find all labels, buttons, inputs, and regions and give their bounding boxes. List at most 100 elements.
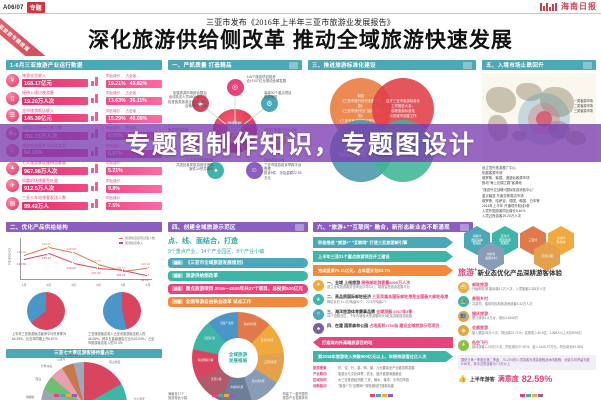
radial-node-label: 省级30个重点项目 稳步推进 [264,91,292,100]
panel-demo-zone: 积极推进 "旅游+" "互联网" 打造三亚旅游新引擎 上半年三亚21个重点旅游项目… [313,234,453,389]
bullet-list: ☀ 一、全域 上线旅游 接待邮轮游客量8000万人次 设立全域旅游服务咨询及引导中心… [313,279,453,334]
stat-col-head-growth: 同比增长 [106,178,121,183]
bullet-desc: 邮轮靠泊 11.3万吨级52个，22.5万吨级2个 [327,299,387,304]
satisfaction-label: 上半年游客 [469,376,495,383]
panel6-tag-list: 编制 《三亚市全域旅游发展规划》 推进 旅游供给侧改革 强化 重点旅游项目 2016—20… [168,257,308,307]
arrow-banner[interactable]: 完成投资70.11亿元，占年度计划53.7% [313,265,453,276]
stat-col-values: 19.21% 49.82% [106,79,162,88]
stat-row: ▲ 七大旅游景区接待游客量 967.98万人次 同比增长 5.21% [6,160,162,175]
donut-slice-label: 亚龙湾片区 [260,338,274,342]
footnote-key: 旅游要素 [313,366,327,370]
arrow-banner[interactable]: 上半年三亚21个重点旅游项目开工建设 [313,251,453,262]
tourism-item-body: 低空飞行 接待游客1.245万人次，同比增长27.90%；收入1445.27万元，… [472,340,596,350]
poster-body: 1-6月三亚旅游产业运行数据 ¥ 旅游业总收入 168.17亿元 同比增长 占全省 19.… [0,56,601,400]
tag-banner[interactable]: 开展 全面导游自由执业改革 试点工作 [168,296,308,307]
radial-node[interactable]: ☺ [245,162,263,180]
donut-slice-label: 崖州湾片区 [251,379,265,383]
tourism-item-title: 会展旅游 [472,325,488,330]
gold-icon: ◉ [458,325,469,336]
footer-arrow[interactable]: 打造海内外高端旅游目的地 [313,337,453,348]
stat-col-head-share: 占全省 [125,73,137,78]
tourism-item-title: 低空飞行 [472,339,488,345]
tag-banner[interactable]: 推进 旅游供给侧改革 [168,270,308,281]
bullet-title-text: 一、全域 上线旅游 [327,279,362,285]
bullet-item: ≈ 三、海洋旅游体育赛事品牌 全域游艇 2017年4季 45个游艇泊位，于年内新增大… [313,308,453,320]
section-tag: 专题 [26,2,45,13]
bullet-value: 三亚凤凰岛国际邮轮港是全国最大邮轮母港 [372,294,449,299]
section-7-badge-icon [460,223,469,231]
stat-growth: 7.5% [108,203,120,209]
section-header-1-label: 1-6月三亚旅游产业运行数据 [10,63,83,69]
hex-tile[interactable]: 中廖村 美丽乡村 [478,242,504,271]
footnote-row: 旅游要素 吃、住、行、游、购、娱，六大要素全产业链协同发展 [313,366,453,371]
pie-slice-label: 分界洲岛 [40,364,53,369]
tag-banner-text: 旅游供给侧改革 [185,272,218,278]
section-header-6: 四、创建全域旅游示范区 [168,222,308,232]
footer-arrow[interactable]: 到2018年旅游收入突破500亿元以上，年接待游客过亿人次 [313,351,453,362]
arrow-banner[interactable]: 积极推进 "旅游+" "互联网" 打造三亚旅游新引擎 [313,237,453,248]
landmass [516,83,542,101]
satisfaction-row: 👍 上半年游客 满意度 82.59% [458,374,596,384]
bullet-title: 二、高品质国际邮轮经济 三亚凤凰岛国际邮轮港是全国最大邮轮母港 [327,294,453,299]
stat-col-head-growth: 同比增长 [106,91,121,95]
stat-value: 19.20万人次 [22,96,88,105]
donut-note-right: 构建了一套完整的 旅游产业发展体系 [282,391,309,400]
footer-arrow-list: 打造海内外高端旅游目的地 到2018年旅游收入突破500亿元以上，年接待游客过亿人… [313,337,453,362]
barcode-icon [540,2,557,11]
tag-banner[interactable]: 强化 重点旅游项目 2016—2020年共27个项目，总投资520亿元 [168,283,308,294]
pie-slice-label: 大小洞天 [133,396,145,400]
donut-slice-label: 三亚湾片区 [263,360,277,364]
hotel-icon: ☰ [6,109,19,122]
stat-col-head-growth: 同比增长 [106,161,121,165]
stat-value: 967.98万人次 [22,166,88,175]
donut-chart: 全域旅游 发展格局 海棠湾片区 亚龙湾片区 三亚湾片区 崖州湾片区 中廖村片区 天涯小镇 海… [192,311,284,400]
footnote-value: 吃、住、行、游、购、娱，六大要素全产业链协同发展 [338,366,415,370]
stat-col-heads: 同比增长占全省 [106,109,162,114]
stat-col-heads: 同比增长 [106,179,162,184]
stat-row: ✈ 凤凰机场旅客吞吐量 912.5万人次 同比增长 9.8% [6,178,162,193]
stat-col-head-share: 占全省 [125,108,137,113]
radial-node[interactable]: ⚙ [260,95,278,113]
line-legend-item: 旅游饭店收入 [118,241,155,246]
big-pie-title: 三亚七大景区游客接待量占比 [6,348,162,358]
tourism-item-body: 邮轮旅游 升级邮轮港 接待量6.1万人次，入境旅客2.325万人次 [472,282,596,292]
landmass [486,87,516,113]
tag-banner[interactable]: 编制 《三亚市全域旅游发展规划》 [168,257,308,268]
line-x-tick: 4月 [96,283,101,287]
map-legend-label: 一类客源市场 [573,99,593,103]
footnote-key: 产业联动 [313,372,327,377]
plus-icon: + [474,267,478,274]
stat-right: 同比增长 占全省 13.63% 36.11% [106,91,162,105]
bullet-title: 四、在建 国家森林公园 占地面积2760亩 建设全域旅游示范项目 [327,323,453,328]
pie-slice-label: 其他景区 [66,353,78,358]
section-header-4: 五、入境市场止跌回升 [482,60,596,70]
stat-share: 49.82% [129,80,148,87]
line-data-point [146,273,150,277]
bullet-title-text: 四、在建 国家森林公园 [327,323,370,328]
bullet-value: 占地面积2760亩 建设全域旅游示范项目 [369,323,440,328]
radial-node[interactable]: ✦ [207,162,225,180]
tag-banner-text: 《三亚市全域旅游发展规划》 [185,259,246,265]
map-legend-label: 二类客源市场 [573,103,593,108]
section-6-badge-icon [295,223,304,231]
bullet-item: ☀ 一、全域 上线旅游 接待邮轮游客量8000万人次 设立全域旅游服务咨询及引导中心… [313,279,453,291]
section-header-7-label: 六、"旅游+""互联网" 融合，新形态新业态不断涌现 [317,225,450,231]
tourism-item-body: 美丽乡村 共游村，接待村民和旅游消费者5.32万人次 [472,296,596,306]
pie-chart-2-caption: 三亚旅游饭店收入占全省旅游饭店收入的46.08%，其中五星级酒店占比为22.93… [88,332,155,346]
line-data-label: 107.60 [91,270,101,275]
stat-col-head-growth: 同比增长 [106,108,121,113]
stat-growth: 9.8% [108,185,120,192]
line-segment [123,269,149,276]
stat-growth: 19.21% [108,80,126,87]
line-data-label: 89.15 [141,277,149,282]
stat-value: 168.17亿元 [22,79,88,88]
tourism-item-title: 邮轮旅游 [472,281,488,287]
headline-kicker: 三亚市发布《2016年上半年三亚市旅游业发展报告》 [206,18,395,27]
bullet-title: 三、海洋旅游体育赛事品牌 全域游艇 2017年4季 [327,309,453,314]
radial-node[interactable]: ◈ [192,95,210,113]
stat-col-values: 13.63% 36.11% [106,97,162,105]
tourism-item: ◉ 会展旅游 接入展会35万人次，同比增22.71%；实现收入40.6亿，1068人… [458,325,596,336]
radial-node[interactable]: ◎ [226,78,244,96]
footnote-key: 创新驱动 [313,384,327,389]
footnote-row: 区域协同 大三亚旅游经济圈 三亚、陵水、保亭、乐东四市县 [313,378,453,383]
